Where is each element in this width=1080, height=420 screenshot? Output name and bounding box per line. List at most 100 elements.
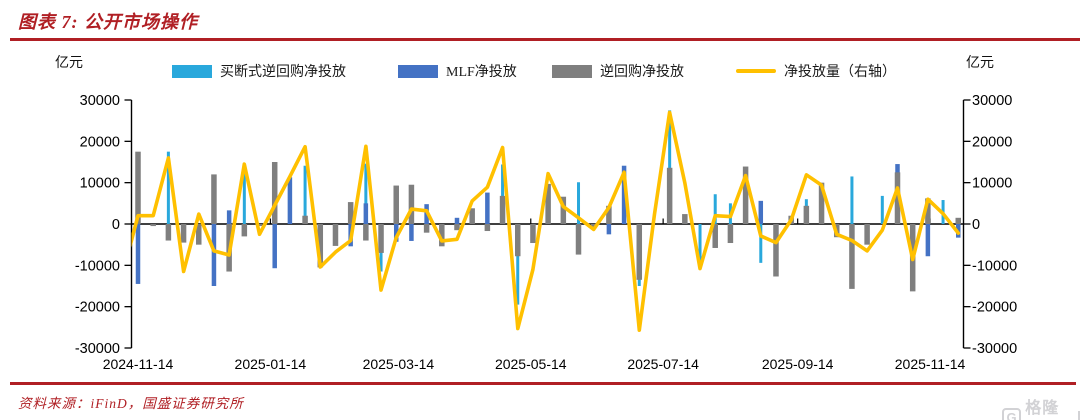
gelonghui-logo-text: 格隆汇 [1025,400,1060,417]
net-line-swatch-icon [736,69,776,73]
source-note: 资料来源：iFinD，国盛证券研究所 [18,396,244,411]
bar-逆回购净投放 [818,182,825,224]
bar-买断式逆回购净投放 [668,110,672,224]
left-y-tick-label: 30000 [80,93,120,109]
right-y-tick-label: 30000 [972,93,1012,109]
legend-label: MLF净投放 [446,65,517,80]
bar-逆回购净投放 [666,167,673,224]
bar-买断式逆回购净投放 [166,151,170,224]
bar-逆回购净投放 [499,195,506,224]
x-tick-label: 2025-03-14 [363,356,435,372]
bar-逆回购净投放 [894,172,901,224]
bar-买断式逆回购净投放 [850,176,854,224]
bar-MLF净投放 [393,224,399,242]
gelonghui-watermark: G 格隆汇 [1002,394,1080,420]
right-y-tick-label: 10000 [972,176,1012,192]
bar-逆回购净投放 [955,217,962,224]
bar-逆回购净投放 [727,224,734,244]
bar-逆回购净投放 [484,224,491,232]
bar-逆回购净投放 [606,205,612,224]
left-y-tick-label: -10000 [75,258,120,274]
bar-逆回购净投放 [849,224,855,289]
bar-逆回购净投放 [363,224,369,241]
bar-逆回购净投放 [150,224,156,227]
bar-逆回购净投放 [211,174,217,224]
right-y-tick-label: 0 [972,217,980,233]
left-y-tick-label: -30000 [75,341,120,357]
bar-逆回购净投放 [439,224,445,247]
bar-逆回购净投放 [712,224,718,248]
bar-MLF净投放 [287,177,293,224]
bar-MLF净投放 [272,224,277,269]
bar-逆回购净投放 [317,224,324,268]
bar-逆回购净投放 [196,224,202,245]
right-y-tick-label: -30000 [972,341,1017,357]
bar-MLF净投放 [758,200,764,224]
bar-买断式逆回购净投放 [516,224,520,305]
left-axis-unit-label: 亿元 [55,56,83,71]
bar-逆回购净投放 [271,162,278,224]
bar-逆回购净投放 [575,224,582,255]
bar-MLF净投放 [226,210,232,224]
title-divider-line [10,38,1080,41]
x-tick-label: 2025-05-14 [495,356,567,372]
bar-逆回购净投放 [742,166,749,224]
bar-MLF净投放 [606,224,612,235]
legend-label: 逆回购净投放 [600,65,684,80]
bar-MLF净投放 [454,217,460,224]
x-tick-label: 2024-11-14 [103,356,174,372]
bar-逆回购净投放 [241,224,248,237]
bar-逆回购净投放 [378,224,384,253]
bar-逆回购净投放 [454,224,460,231]
bar-逆回购净投放 [408,184,415,224]
bar-逆回购净投放 [530,224,536,244]
left-y-tick-label: 0 [112,217,120,233]
net-injection-line [131,110,961,333]
bar-MLF净投放 [211,224,217,286]
bar-MLF净投放 [925,224,931,257]
gelonghui-logo-icon: G [1002,408,1022,420]
bar-买断式逆回购净投放 [759,224,763,263]
bar-MLF净投放 [363,203,369,224]
mlf-swatch-icon [398,64,438,78]
bar-逆回购净投放 [682,214,688,224]
legend-label: 买断式逆回购净投放 [220,65,346,80]
bar-买断式逆回购净投放 [303,165,307,224]
bar-逆回购净投放 [332,224,339,246]
left-y-tick-label: 20000 [80,134,120,150]
bar-逆回购净投放 [165,224,172,241]
bar-逆回购净投放 [302,215,308,224]
legend-item-reverse-repo: 逆回购净投放 [552,62,684,80]
bar-买断式逆回购净投放 [713,194,717,224]
bar-逆回购净投放 [135,151,141,224]
bar-逆回购净投放 [393,185,399,224]
bar-逆回购净投放 [256,224,263,227]
x-tick-label: 2025-11-14 [895,356,966,372]
gelonghui-logo-bar-icon [1077,410,1080,420]
bar-逆回购净投放 [515,224,521,257]
legend-item-mlf: MLF净投放 [398,62,517,80]
right-y-tick-label: 20000 [972,134,1012,150]
right-y-tick-label: -10000 [972,258,1017,274]
bar-MLF净投放 [485,192,490,224]
bar-买断式逆回购净投放 [364,163,368,224]
x-tick-label: 2025-09-14 [762,356,834,372]
x-tick-label: 2025-07-14 [627,356,699,372]
chart-title: 图表 7: 公开市场操作 [18,12,198,32]
bar-买断式逆回购净投放 [698,224,702,270]
bar-MLF净投放 [135,224,141,284]
bar-买断式逆回购净投放 [577,182,581,224]
left-y-tick-label: -20000 [75,300,120,316]
bar-逆回购净投放 [590,224,597,229]
bar-逆回购净投放 [773,224,779,277]
bar-买断式逆回购净投放 [880,195,884,224]
right-axis-unit-label: 亿元 [966,56,994,71]
outright-repo-swatch-icon [172,64,212,78]
legend-item-net-injection-line: 净投放量（右轴） [736,62,896,80]
bar-逆回购净投放 [180,224,187,243]
bar-买断式逆回购净投放 [501,164,505,224]
bar-逆回购净投放 [925,198,931,224]
bar-逆回购净投放 [347,202,354,224]
